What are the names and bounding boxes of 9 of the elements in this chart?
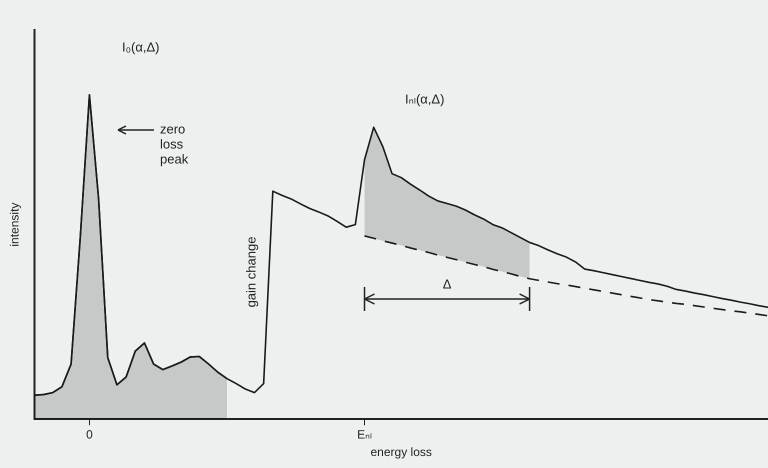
annotation: Iₙₗ(α,Δ) bbox=[405, 92, 444, 107]
annotation: Δ bbox=[442, 276, 452, 292]
x-tick-label: Eₙₗ bbox=[357, 428, 372, 442]
text: I₀(α,Δ) bbox=[122, 40, 160, 55]
annotation: gain change bbox=[244, 236, 259, 308]
x-tick-label: 0 bbox=[86, 428, 94, 442]
annotation: zero loss peak bbox=[160, 122, 189, 167]
x-axis-title: energy loss bbox=[370, 445, 432, 460]
y-axis-title: intensity bbox=[8, 202, 22, 247]
